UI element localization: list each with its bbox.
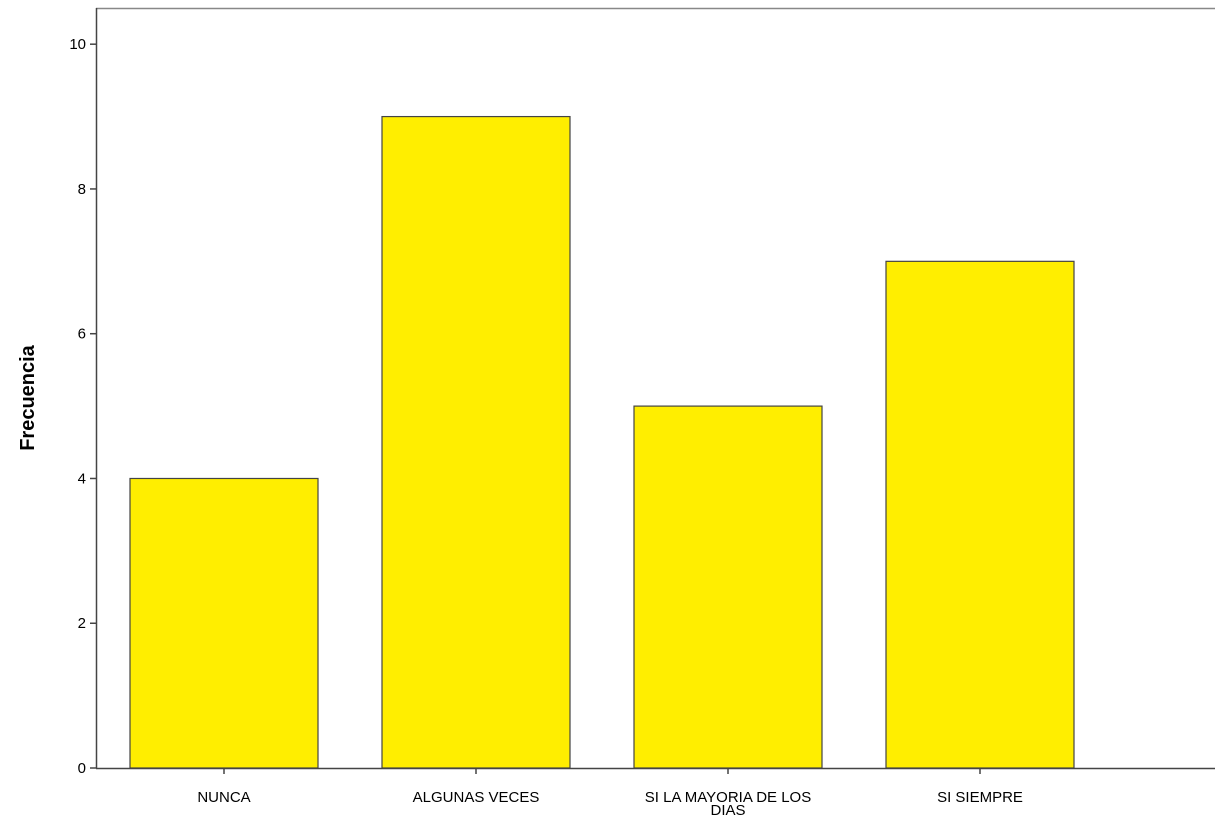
bar-2 — [633, 405, 823, 769]
bar-1 — [381, 115, 571, 769]
y-tick-label-4: 8 — [78, 181, 86, 198]
x-categories-group: NUNCA ALGUNAS VECES SI LA MAYORIA DE LOS DI… — [197, 768, 1023, 819]
x-category-label-line: ALGUNAS VECES — [413, 789, 540, 806]
x-category-label-2: SI LA MAYORIA DE LOS DIAS — [645, 789, 811, 819]
y-tick-label-1: 2 — [78, 615, 86, 632]
y-axis-title: Frecuencia — [17, 344, 39, 450]
y-tick-label-3: 6 — [78, 326, 86, 343]
y-tick-label-2: 4 — [78, 470, 86, 487]
y-ticks-group: 0 2 4 6 8 10 — [69, 36, 96, 777]
axes-group — [95, 8, 1215, 770]
x-category-label-3: SI SIEMPRE — [937, 789, 1023, 806]
y-tick-label-5: 10 — [69, 36, 86, 53]
x-category-label-line: DIAS — [710, 802, 745, 819]
x-category-label-line: SI SIEMPRE — [937, 789, 1023, 806]
x-category-label-line: SI LA MAYORIA DE LOS — [645, 789, 811, 806]
x-category-label-1: ALGUNAS VECES — [413, 789, 540, 806]
bar-0 — [129, 477, 319, 769]
x-category-label-line: NUNCA — [197, 789, 250, 806]
bar-3 — [885, 260, 1075, 769]
bars-group — [129, 115, 1075, 769]
y-tick-label-0: 0 — [78, 760, 86, 777]
x-category-label-0: NUNCA — [197, 789, 250, 806]
